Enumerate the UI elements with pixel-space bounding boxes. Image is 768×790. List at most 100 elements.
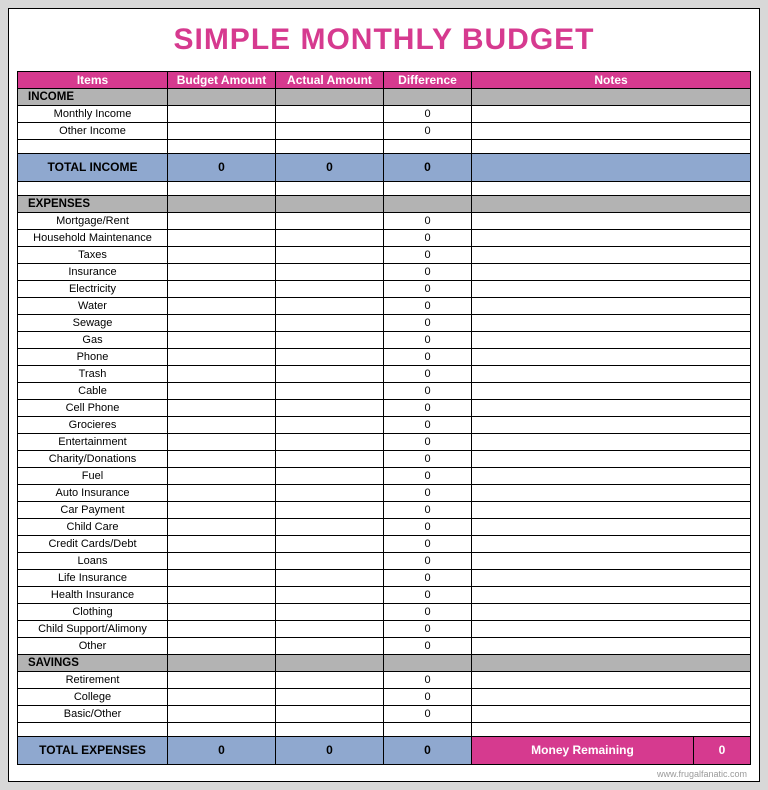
budget-cell[interactable]: [168, 332, 276, 349]
notes-cell[interactable]: [472, 332, 751, 349]
actual-cell[interactable]: [276, 315, 384, 332]
actual-cell[interactable]: [276, 553, 384, 570]
actual-cell[interactable]: [276, 587, 384, 604]
budget-cell[interactable]: [168, 570, 276, 587]
actual-cell[interactable]: [276, 502, 384, 519]
budget-cell[interactable]: [168, 519, 276, 536]
diff-cell: 0: [384, 502, 472, 519]
actual-cell[interactable]: [276, 213, 384, 230]
budget-cell[interactable]: [168, 123, 276, 140]
notes-cell[interactable]: [472, 570, 751, 587]
actual-cell[interactable]: [276, 366, 384, 383]
notes-cell[interactable]: [472, 451, 751, 468]
budget-cell[interactable]: [168, 366, 276, 383]
budget-cell[interactable]: [168, 621, 276, 638]
budget-cell[interactable]: [168, 230, 276, 247]
actual-cell[interactable]: [276, 400, 384, 417]
budget-cell[interactable]: [168, 264, 276, 281]
actual-cell[interactable]: [276, 485, 384, 502]
budget-cell[interactable]: [168, 106, 276, 123]
actual-cell[interactable]: [276, 468, 384, 485]
budget-cell[interactable]: [168, 689, 276, 706]
notes-cell[interactable]: [472, 434, 751, 451]
actual-cell[interactable]: [276, 604, 384, 621]
actual-cell[interactable]: [276, 689, 384, 706]
actual-cell[interactable]: [276, 349, 384, 366]
actual-cell[interactable]: [276, 706, 384, 723]
budget-cell[interactable]: [168, 298, 276, 315]
actual-cell[interactable]: [276, 519, 384, 536]
notes-cell[interactable]: [472, 281, 751, 298]
notes-cell[interactable]: [472, 366, 751, 383]
budget-cell[interactable]: [168, 349, 276, 366]
actual-cell[interactable]: [276, 451, 384, 468]
budget-cell[interactable]: [168, 706, 276, 723]
notes-cell[interactable]: [472, 417, 751, 434]
actual-cell[interactable]: [276, 672, 384, 689]
actual-cell[interactable]: [276, 247, 384, 264]
actual-cell[interactable]: [276, 383, 384, 400]
diff-cell: 0: [384, 638, 472, 655]
notes-cell[interactable]: [472, 106, 751, 123]
notes-cell[interactable]: [472, 604, 751, 621]
actual-cell[interactable]: [276, 638, 384, 655]
actual-cell[interactable]: [276, 281, 384, 298]
notes-cell[interactable]: [472, 672, 751, 689]
notes-cell[interactable]: [472, 706, 751, 723]
notes-cell[interactable]: [472, 468, 751, 485]
budget-cell[interactable]: [168, 315, 276, 332]
actual-cell[interactable]: [276, 570, 384, 587]
notes-cell[interactable]: [472, 485, 751, 502]
actual-cell[interactable]: [276, 123, 384, 140]
budget-cell[interactable]: [168, 485, 276, 502]
budget-cell[interactable]: [168, 553, 276, 570]
budget-cell[interactable]: [168, 502, 276, 519]
notes-cell[interactable]: [472, 536, 751, 553]
notes-cell[interactable]: [472, 519, 751, 536]
actual-cell[interactable]: [276, 230, 384, 247]
notes-cell[interactable]: [472, 298, 751, 315]
actual-cell[interactable]: [276, 434, 384, 451]
budget-cell[interactable]: [168, 383, 276, 400]
diff-cell: 0: [384, 298, 472, 315]
actual-cell[interactable]: [276, 298, 384, 315]
notes-cell[interactable]: [472, 689, 751, 706]
actual-cell[interactable]: [276, 106, 384, 123]
budget-cell[interactable]: [168, 672, 276, 689]
actual-cell[interactable]: [276, 621, 384, 638]
actual-cell[interactable]: [276, 417, 384, 434]
col-header-notes: Notes: [472, 72, 751, 89]
budget-cell[interactable]: [168, 281, 276, 298]
notes-cell[interactable]: [472, 383, 751, 400]
notes-cell[interactable]: [472, 621, 751, 638]
budget-cell[interactable]: [168, 536, 276, 553]
budget-cell[interactable]: [168, 604, 276, 621]
budget-cell[interactable]: [168, 434, 276, 451]
budget-cell[interactable]: [168, 400, 276, 417]
notes-cell[interactable]: [472, 123, 751, 140]
notes-cell[interactable]: [472, 264, 751, 281]
budget-cell[interactable]: [168, 451, 276, 468]
notes-cell[interactable]: [472, 553, 751, 570]
notes-cell[interactable]: [472, 400, 751, 417]
notes-cell[interactable]: [472, 247, 751, 264]
notes-cell[interactable]: [472, 213, 751, 230]
actual-cell[interactable]: [276, 332, 384, 349]
notes-cell[interactable]: [472, 502, 751, 519]
budget-cell[interactable]: [168, 587, 276, 604]
notes-cell[interactable]: [472, 349, 751, 366]
notes-cell[interactable]: [472, 638, 751, 655]
budget-cell[interactable]: [168, 468, 276, 485]
notes-cell[interactable]: [472, 230, 751, 247]
budget-cell[interactable]: [168, 213, 276, 230]
actual-cell[interactable]: [276, 536, 384, 553]
notes-cell[interactable]: [472, 587, 751, 604]
budget-cell[interactable]: [168, 638, 276, 655]
diff-cell: 0: [384, 451, 472, 468]
actual-cell[interactable]: [276, 264, 384, 281]
notes-cell[interactable]: [472, 315, 751, 332]
diff-cell: 0: [384, 672, 472, 689]
budget-cell[interactable]: [168, 247, 276, 264]
budget-cell[interactable]: [168, 417, 276, 434]
total-expenses-budget: 0: [168, 737, 276, 765]
